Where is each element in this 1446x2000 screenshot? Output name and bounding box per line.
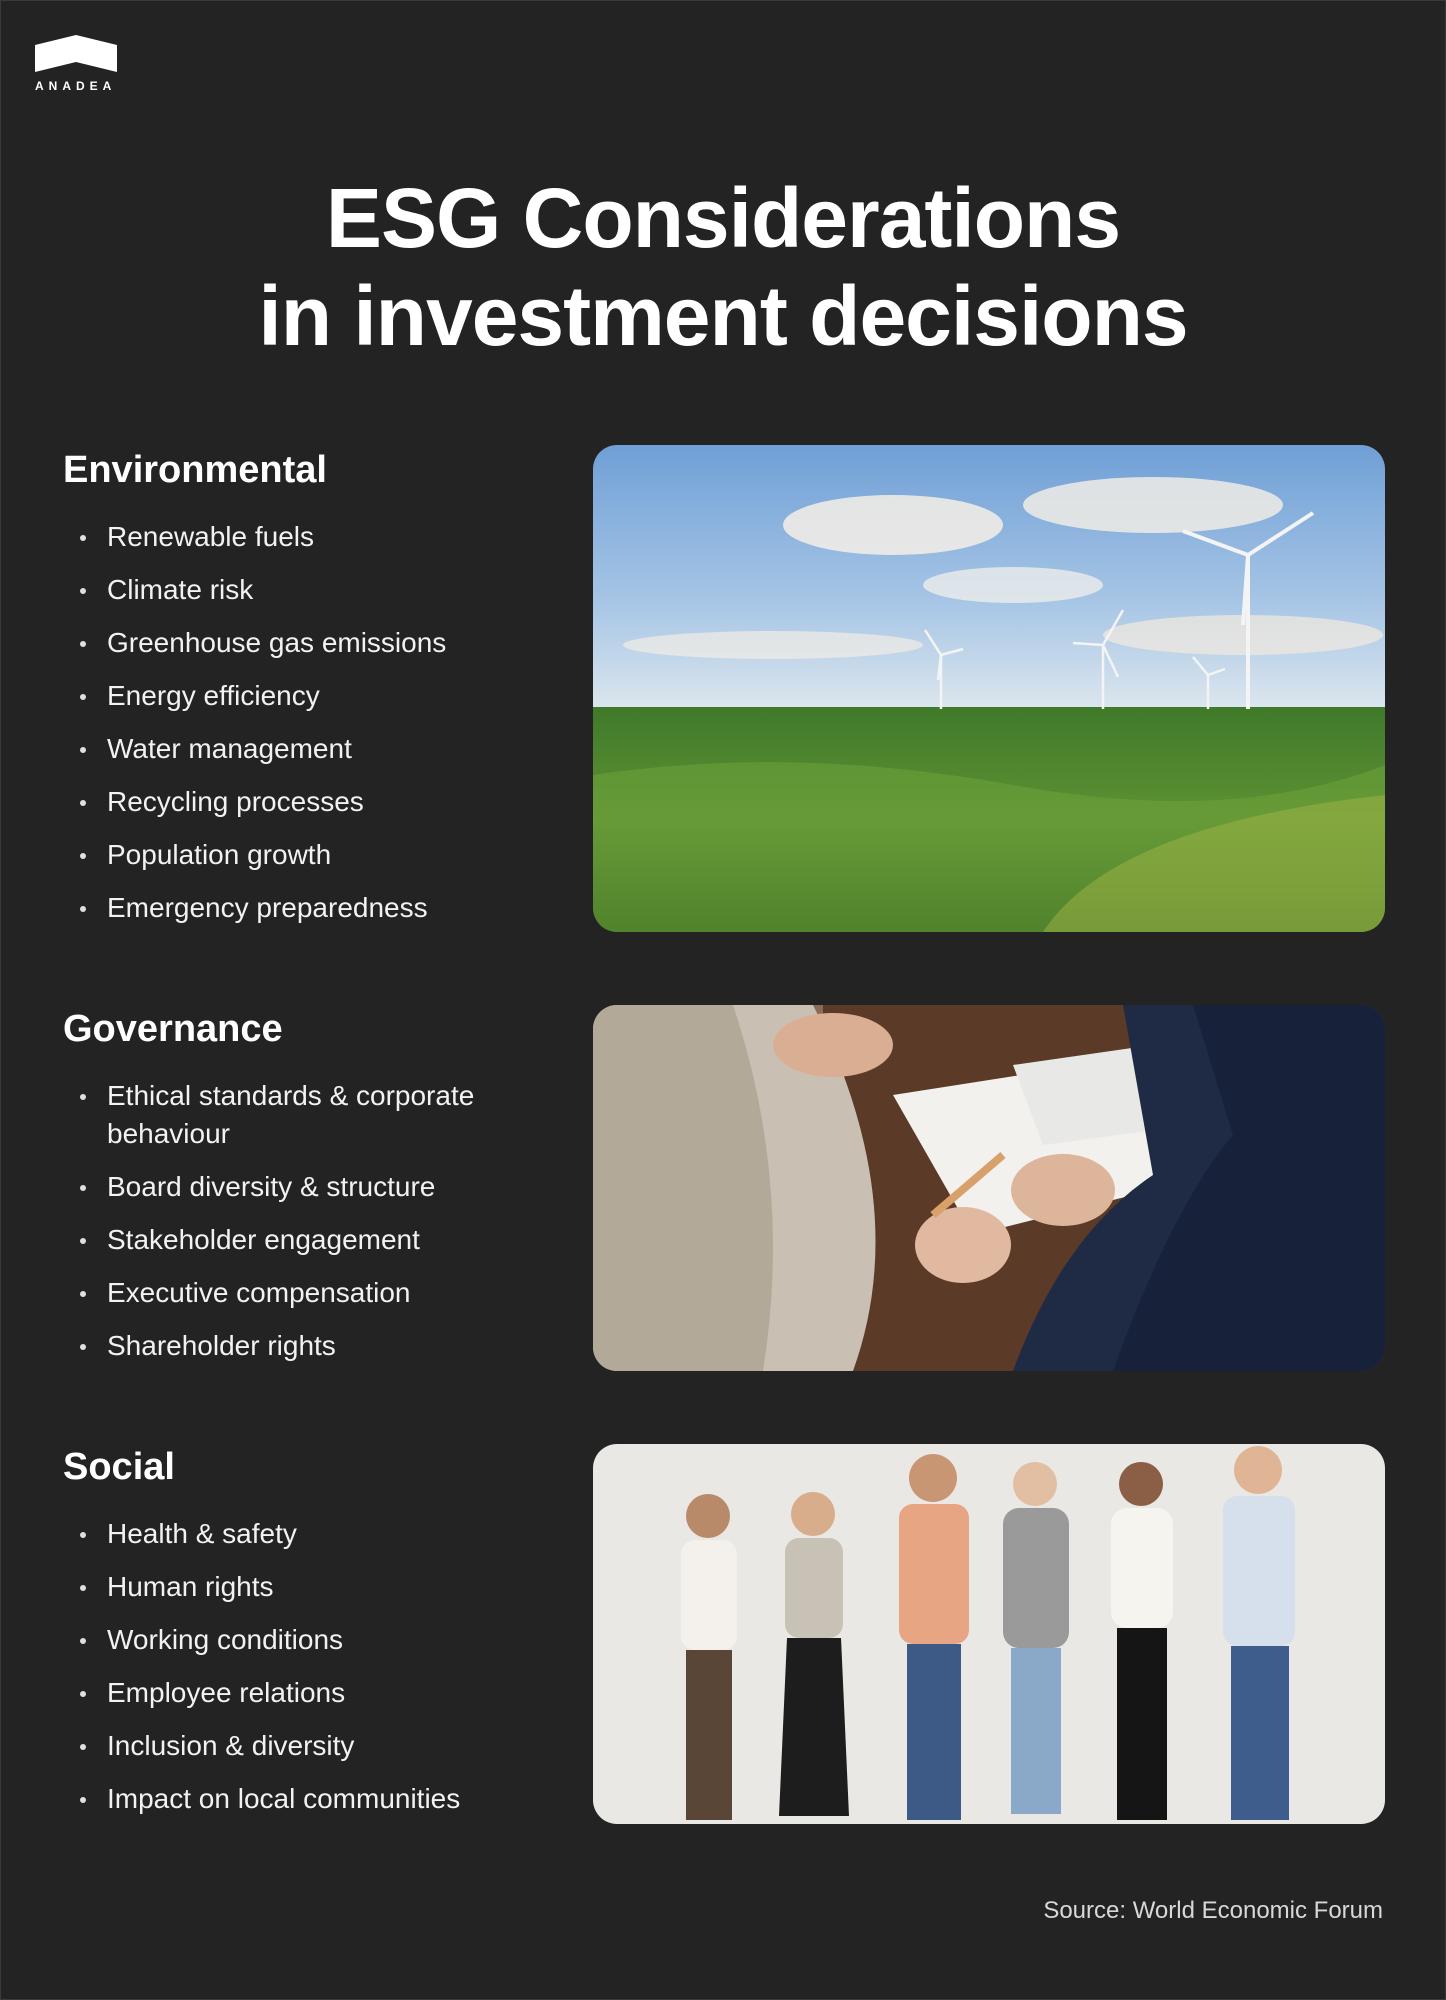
brand-logo: ANADEA: [35, 35, 121, 93]
list-item: Ethical standards & corporate behaviour: [63, 1077, 563, 1153]
section-heading: Environmental: [63, 449, 327, 491]
list-item: Executive compensation: [63, 1274, 563, 1312]
title-line-1: ESG Considerations: [325, 171, 1121, 265]
brand-name: ANADEA: [35, 79, 117, 93]
list-item: Impact on local communities: [63, 1780, 563, 1818]
section-environmental: Environmental Renewable fuels Climate ri…: [63, 448, 563, 942]
bullet-list: Renewable fuels Climate risk Greenhouse …: [63, 518, 563, 927]
list-item: Energy efficiency: [63, 677, 563, 715]
page-title: ESG Considerations in investment decisio…: [1, 169, 1445, 365]
title-line-2: in investment decisions: [258, 269, 1188, 363]
list-item: Employee relations: [63, 1674, 563, 1712]
list-item: Emergency preparedness: [63, 889, 563, 927]
list-item: Inclusion & diversity: [63, 1727, 563, 1765]
list-item: Shareholder rights: [63, 1327, 563, 1365]
list-item: Climate risk: [63, 571, 563, 609]
section-social: Social Health & safety Human rights Work…: [63, 1445, 563, 1833]
list-item: Renewable fuels: [63, 518, 563, 556]
source-credit: Source: World Economic Forum: [1043, 1897, 1383, 1924]
business-meeting-photo: [593, 1005, 1385, 1371]
list-item: Human rights: [63, 1568, 563, 1606]
list-item: Health & safety: [63, 1515, 563, 1553]
section-heading: Governance: [63, 1008, 283, 1050]
wind-turbines-field-photo: [593, 445, 1385, 932]
diverse-people-group-photo: [593, 1444, 1385, 1824]
list-item: Board diversity & structure: [63, 1168, 563, 1206]
bullet-list: Ethical standards & corporate behaviour …: [63, 1077, 563, 1365]
bullet-list: Health & safety Human rights Working con…: [63, 1515, 563, 1818]
roof-logo-icon: [35, 35, 117, 72]
list-item: Population growth: [63, 836, 563, 874]
section-governance: Governance Ethical standards & corporate…: [63, 1007, 563, 1380]
list-item: Greenhouse gas emissions: [63, 624, 563, 662]
list-item: Water management: [63, 730, 563, 768]
list-item: Stakeholder engagement: [63, 1221, 563, 1259]
section-heading: Social: [63, 1446, 175, 1488]
list-item: Working conditions: [63, 1621, 563, 1659]
list-item: Recycling processes: [63, 783, 563, 821]
